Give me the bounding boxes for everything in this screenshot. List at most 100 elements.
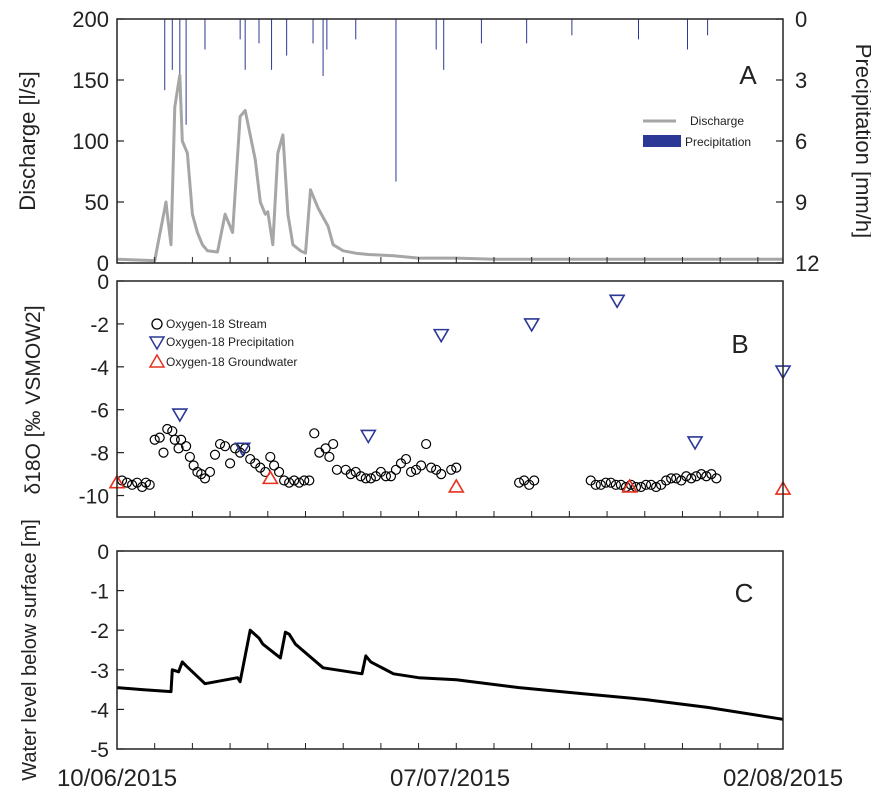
- precipitation-point: [686, 436, 704, 451]
- stream-point: [224, 458, 236, 469]
- stream-point: [355, 471, 366, 482]
- legend-precip-marker: [148, 336, 166, 351]
- stream-point: [320, 443, 331, 454]
- stream-point: [199, 473, 211, 484]
- legend-discharge-label: Discharge: [690, 114, 744, 128]
- y2-tick-label: 0: [795, 7, 807, 32]
- stream-point: [696, 468, 707, 480]
- y-tick-label: 0: [97, 271, 109, 294]
- stream-point: [284, 477, 295, 488]
- stream-point: [360, 473, 371, 484]
- legend-stream-label: Oxygen-18 Stream: [166, 317, 267, 331]
- stream-point: [169, 434, 180, 445]
- panel-a-plot: [116, 19, 783, 263]
- legend-precipitation-swatch: [643, 135, 681, 147]
- panel-a-frame: [116, 18, 784, 264]
- panel-c-label: C: [735, 578, 754, 608]
- stream-point: [345, 468, 356, 480]
- panel-b-label: B: [731, 329, 748, 359]
- stream-point: [671, 473, 682, 484]
- groundwater-point: [261, 469, 279, 485]
- stream-point: [514, 477, 525, 488]
- panel-b-ylabel: δ18O [‰ VSMOW2]: [22, 305, 45, 494]
- stream-point: [149, 434, 160, 445]
- panel-c-y-ticks: 0 -1 -2 -3 -4 -5: [90, 541, 124, 762]
- stream-point: [446, 464, 457, 475]
- x-tick-label: 02/08/2015: [723, 765, 843, 792]
- stream-point: [666, 473, 677, 484]
- precipitation-point: [432, 328, 450, 344]
- y-tick-label: -4: [90, 699, 109, 722]
- stream-point: [415, 460, 427, 471]
- panel-b-y-ticks: 0 -2 -4 -6 -8 -10: [79, 271, 124, 509]
- panel-c: 0 -1 -2 -3 -4 -5 Water level below surface [m…: [19, 519, 784, 781]
- y-tick-label: -6: [90, 400, 109, 423]
- panel-a-label: A: [739, 60, 757, 90]
- legend-precip-label: Oxygen-18 Precipitation: [166, 335, 294, 349]
- stream-point: [711, 473, 722, 484]
- stream-point: [219, 441, 231, 452]
- panel-a-y2label: Precipitation [mm/h]: [851, 44, 871, 238]
- stream-point: [158, 447, 169, 458]
- panel-a: 0 50 100 150 200 0 3 6 9 12 Discharge [l/s] Prec…: [15, 7, 871, 276]
- stream-point: [144, 479, 155, 490]
- stream-point: [214, 438, 226, 450]
- stream-point: [635, 481, 647, 493]
- panel-b: 0 -2 -4 -6 -8 -10 δ18O [‰ VSMOW2] B Oxygen-18…: [22, 271, 792, 518]
- stream-point: [595, 479, 606, 490]
- y-tick-label: -3: [90, 660, 109, 683]
- y2-tick-label: 9: [795, 190, 807, 215]
- stream-point: [600, 477, 611, 488]
- y-tick-label: 100: [72, 129, 109, 154]
- y2-tick-label: 3: [795, 68, 807, 93]
- panel-b-legend: Oxygen-18 Stream Oxygen-18 Precipitation…: [148, 317, 297, 369]
- stream-point: [175, 434, 187, 445]
- stream-point: [380, 471, 392, 482]
- stream-point: [426, 462, 437, 473]
- stream-point: [279, 475, 290, 486]
- x-tick-label: 10/06/2015: [57, 765, 177, 792]
- y-tick-label: -2: [90, 314, 109, 337]
- stream-point: [610, 479, 621, 490]
- legend-precipitation-label: Precipitation: [685, 135, 751, 149]
- panel-a-y-ticks: 0 50 100 150 200: [72, 7, 124, 276]
- stream-point: [274, 466, 285, 478]
- panel-a-y2-ticks: 0 3 6 9 12: [776, 7, 819, 276]
- stream-point: [331, 464, 343, 475]
- stream-point: [289, 475, 300, 486]
- y-tick-label: 0: [97, 541, 109, 564]
- stream-point: [162, 423, 173, 435]
- stream-point: [451, 462, 462, 473]
- legend-groundwater-label: Oxygen-18 Groundwater: [166, 355, 297, 369]
- stream-point: [385, 471, 397, 482]
- legend-groundwater-marker: [148, 353, 166, 368]
- stream-point: [590, 479, 601, 490]
- y-tick-label: -8: [90, 443, 109, 466]
- discharge-line: [116, 73, 783, 263]
- y-tick-label: 200: [72, 7, 109, 32]
- y-tick-label: -2: [90, 620, 109, 643]
- stream-point: [650, 481, 662, 493]
- panel-c-ylabel: Water level below surface [m]: [19, 519, 41, 781]
- x-axis: 10/06/2015 07/07/2015 02/08/2015: [57, 257, 843, 792]
- precipitation-point: [171, 408, 189, 423]
- groundwater-point: [447, 478, 465, 493]
- stream-point: [691, 471, 702, 482]
- stream-point: [299, 475, 310, 486]
- stream-point: [390, 464, 402, 475]
- y2-tick-label: 6: [795, 129, 807, 154]
- stream-point: [324, 451, 335, 463]
- stream-point: [400, 453, 412, 465]
- stream-point: [701, 471, 712, 482]
- panel-c-plot: [116, 628, 784, 721]
- y-tick-label: -5: [90, 739, 109, 762]
- stream-point: [265, 451, 276, 463]
- stream-point: [328, 438, 339, 450]
- panel-a-legend: Discharge Precipitation: [643, 114, 751, 149]
- precipitation-point: [234, 442, 252, 457]
- stream-point: [529, 475, 540, 486]
- stream-point: [121, 477, 133, 488]
- groundwater-point: [621, 478, 639, 493]
- stream-point: [686, 473, 697, 484]
- stream-point: [268, 460, 280, 471]
